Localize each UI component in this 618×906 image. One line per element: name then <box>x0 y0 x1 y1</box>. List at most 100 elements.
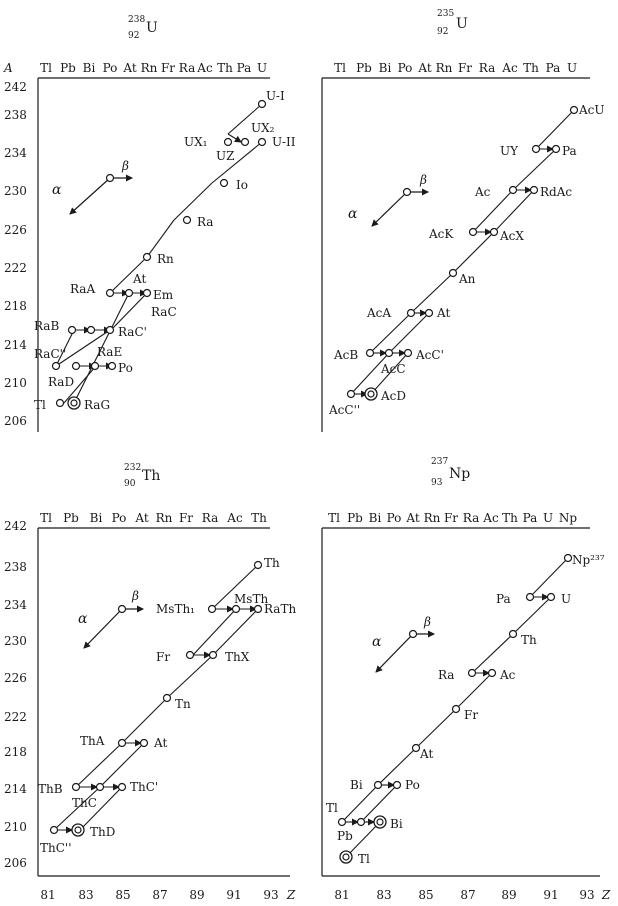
header-mass: 238 <box>128 15 145 25</box>
nuclide-node: MsTh₁ <box>156 602 217 616</box>
nuclide-label: Pa <box>562 144 577 158</box>
nuclide-label: RaC'' <box>34 347 66 361</box>
nuclide-node: Tl <box>326 801 347 827</box>
header-symbol: Th <box>142 468 160 484</box>
nuclide-label: Fr <box>464 708 478 722</box>
element-label: Bi <box>369 511 382 525</box>
x-tick-label: 93 <box>579 888 594 902</box>
panel-header: 238 92 U <box>128 15 158 41</box>
legend: α β <box>372 615 435 673</box>
element-label: Po <box>398 61 413 75</box>
decay-chain-graph <box>341 557 569 858</box>
element-header-row: Tl Pb Bi Po At Rn Fr Ra Ac Th <box>40 511 267 525</box>
header-mass: 237 <box>431 457 448 467</box>
nuclide-node: AcU <box>569 103 605 117</box>
element-label: Ra <box>479 61 495 75</box>
nuclide-label: U-I <box>266 89 285 103</box>
nuclide-label: At <box>132 272 146 286</box>
legend-node <box>402 187 412 197</box>
element-label: Pa <box>523 511 538 525</box>
element-label: Ac <box>196 61 213 75</box>
nuclide-node: ThX <box>208 650 250 664</box>
y-tick-label: 214 <box>4 782 27 796</box>
nuclide-node: UX₂ <box>240 121 275 147</box>
nuclide-node: U-I <box>257 89 285 109</box>
y-tick-label: 238 <box>4 560 27 574</box>
nuclide-node: RaTh <box>253 602 296 616</box>
y-tick-label: 242 <box>4 519 27 533</box>
nuclide-node: Tl <box>34 398 65 412</box>
nuclide-node: Th <box>508 629 537 647</box>
nuclide-label: ThC' <box>130 780 158 794</box>
x-tick-label: 87 <box>460 888 475 902</box>
nuclide-node: U <box>546 592 571 606</box>
legend-node <box>408 629 418 639</box>
x-axis-z-label: Z <box>601 888 611 902</box>
nuclide-node: RaA <box>70 282 115 298</box>
nuclide-label: Po <box>118 361 133 375</box>
nuclide-label: Tl <box>358 852 370 866</box>
nuclide-label: Ac <box>474 185 491 199</box>
x-tick-label: 87 <box>152 888 167 902</box>
x-tick-label: 91 <box>226 888 241 902</box>
nuclide-nodes: AcU UY Pa Ac RdAc AcK AcX An AcA At AcB … <box>328 103 605 417</box>
y-tick-label: 230 <box>4 184 27 198</box>
nuclide-node: RaB <box>34 319 77 335</box>
nuclide-label: ThD <box>90 825 115 839</box>
element-label: Pa <box>546 61 561 75</box>
legend-alpha-label: α <box>78 611 88 627</box>
element-label: At <box>122 61 136 75</box>
nuclide-label: RaC <box>151 305 177 319</box>
legend-alpha-arrow <box>371 191 408 227</box>
nuclide-node: UZ <box>216 149 234 163</box>
legend-alpha-arrow <box>375 633 414 673</box>
nuclide-label: U <box>561 592 571 606</box>
element-label: Pb <box>60 61 76 75</box>
nuclide-node: At <box>411 743 433 761</box>
decay-chain-graph <box>350 109 575 398</box>
x-tick-label: 93 <box>263 888 278 902</box>
panel-header: 237 93 Np <box>431 457 470 488</box>
panel-header: 235 92 U <box>437 9 468 37</box>
nuclide-label: Pa <box>496 592 511 606</box>
nuclide-node: Ra <box>438 668 477 682</box>
nuclide-node: At <box>424 306 450 320</box>
y-tick-label: 206 <box>4 856 27 870</box>
header-mass: 235 <box>437 9 454 19</box>
x-tick-label: 89 <box>189 888 204 902</box>
element-label: Th <box>251 511 267 525</box>
y-tick-label: 226 <box>4 223 27 237</box>
nuclide-node: ThA <box>80 734 127 748</box>
nuclide-label: Ra <box>197 215 213 229</box>
axes-frames <box>37 77 600 877</box>
nuclide-label: Io <box>236 178 248 192</box>
nuclide-label: UY <box>500 144 519 158</box>
y-tick-label: 242 <box>4 80 27 94</box>
nuclide-label: RdAc <box>540 185 572 199</box>
nuclide-label: AcC'' <box>328 403 360 417</box>
nuclide-node: RaC'' <box>34 347 66 371</box>
y-tick-label: 210 <box>4 820 27 834</box>
element-label: Tl <box>40 61 52 75</box>
nuclide-node: AcA <box>366 306 416 320</box>
nuclide-node: An <box>448 268 476 286</box>
legend-node <box>117 604 127 614</box>
nuclide-label: Ac <box>499 668 516 682</box>
nuclide-node: RaG <box>67 396 110 412</box>
nuclide-node: Th <box>253 556 280 570</box>
element-label: U <box>567 61 577 75</box>
nuclide-nodes: Np²³⁷ Pa U Th Ra Ac Fr At Bi Po Tl Pb Bi… <box>326 553 605 866</box>
nuclide-node: AcC'' <box>328 389 360 417</box>
nuclide-label: Bi <box>350 778 363 792</box>
element-label: Rn <box>436 61 453 75</box>
nuclide-label: At <box>436 306 450 320</box>
nuclide-node: Bi <box>350 778 383 792</box>
panel-u238: 238 92 U A Tl Pb Bi Po At Rn Fr Ra Ac Th… <box>3 15 296 428</box>
nuclide-label: An <box>458 272 476 286</box>
legend-beta-label: β <box>131 589 139 603</box>
nuclide-node: Pa <box>551 144 577 158</box>
x-tick-label: 83 <box>376 888 391 902</box>
nuclide-label: ThC'' <box>40 841 72 855</box>
element-label: Ra <box>179 61 195 75</box>
element-label: Th <box>217 61 233 75</box>
